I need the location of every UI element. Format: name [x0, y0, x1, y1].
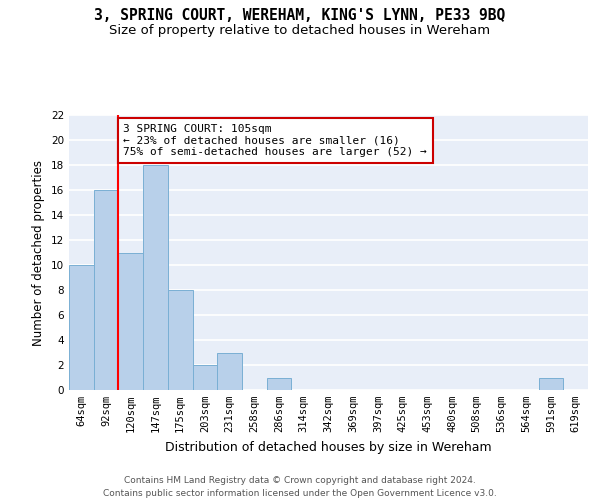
- X-axis label: Distribution of detached houses by size in Wereham: Distribution of detached houses by size …: [165, 440, 492, 454]
- Text: 3, SPRING COURT, WEREHAM, KING'S LYNN, PE33 9BQ: 3, SPRING COURT, WEREHAM, KING'S LYNN, P…: [94, 8, 506, 22]
- Bar: [118, 252, 143, 390]
- Bar: [69, 265, 94, 390]
- Text: Size of property relative to detached houses in Wereham: Size of property relative to detached ho…: [109, 24, 491, 37]
- Bar: [539, 378, 563, 390]
- Text: 3 SPRING COURT: 105sqm
← 23% of detached houses are smaller (16)
75% of semi-det: 3 SPRING COURT: 105sqm ← 23% of detached…: [124, 124, 427, 157]
- Bar: [267, 378, 292, 390]
- Bar: [217, 352, 242, 390]
- Bar: [168, 290, 193, 390]
- Y-axis label: Number of detached properties: Number of detached properties: [32, 160, 46, 346]
- Bar: [143, 165, 168, 390]
- Bar: [94, 190, 118, 390]
- Text: Contains HM Land Registry data © Crown copyright and database right 2024.
Contai: Contains HM Land Registry data © Crown c…: [103, 476, 497, 498]
- Bar: [193, 365, 217, 390]
